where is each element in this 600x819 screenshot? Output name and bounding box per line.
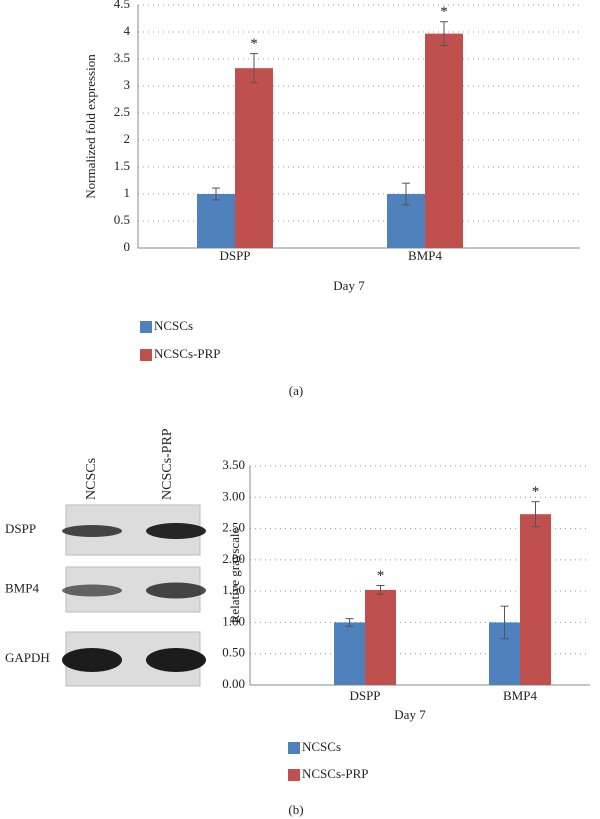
- blot-column-label: NCSCs-PRP: [160, 428, 175, 500]
- blot-band: [62, 584, 122, 597]
- y-tick-label: 3.5: [114, 50, 130, 65]
- error-bar: [250, 53, 258, 84]
- bar: [197, 194, 235, 248]
- panel-label: (a): [289, 383, 303, 398]
- legend-label: NCSCs-PRP: [302, 766, 368, 781]
- blot-band: [62, 525, 122, 537]
- y-tick-label: 4: [124, 23, 131, 38]
- legend-swatch: [140, 321, 152, 333]
- y-tick-label: 1.50: [222, 582, 245, 597]
- blot-band: [146, 648, 206, 672]
- error-bar: [531, 501, 540, 528]
- x-axis-label: Day 7: [394, 707, 426, 722]
- x-tick-label: DSPP: [349, 688, 380, 703]
- blot-band: [146, 582, 206, 599]
- y-tick-label: 1.00: [222, 613, 245, 628]
- bar: [520, 514, 551, 685]
- y-axis-label: Relative grayscale: [227, 527, 242, 623]
- blot-band: [62, 648, 122, 672]
- bar: [235, 68, 273, 249]
- legend-label: NCSCs-PRP: [154, 346, 220, 361]
- error-bar: [500, 605, 509, 640]
- y-tick-label: 0: [124, 239, 131, 254]
- legend-label: NCSCs: [302, 739, 341, 754]
- error-bar: [345, 618, 354, 627]
- significance-marker: *: [250, 36, 258, 52]
- y-tick-label: 2.5: [114, 104, 130, 119]
- x-tick-label: BMP4: [503, 688, 537, 703]
- y-tick-label: 0.00: [222, 676, 245, 691]
- y-tick-label: 1: [124, 185, 131, 200]
- y-tick-label: 4.5: [114, 0, 130, 11]
- error-bar: [212, 187, 220, 201]
- legend-swatch: [140, 349, 152, 361]
- y-tick-label: 3.50: [222, 457, 245, 472]
- bar: [425, 33, 463, 249]
- legend-swatch: [288, 742, 300, 754]
- significance-marker: *: [532, 484, 540, 500]
- legend-label: NCSCs: [154, 318, 193, 333]
- x-axis-label: Day 7: [333, 278, 365, 293]
- blot-column-label: NCSCs: [84, 458, 99, 500]
- y-tick-label: 0.50: [222, 645, 245, 660]
- significance-marker: *: [440, 4, 448, 20]
- significance-marker: *: [377, 568, 385, 584]
- y-axis-label: Normalized fold expression: [83, 54, 98, 199]
- blot-band: [146, 523, 206, 539]
- y-tick-label: 2.50: [222, 520, 245, 535]
- bar: [334, 622, 365, 685]
- blot-row-label: DSPP: [5, 521, 36, 536]
- y-tick-label: 2.00: [222, 551, 245, 566]
- error-bar: [376, 585, 385, 595]
- blot-row-label: BMP4: [5, 580, 39, 595]
- y-tick-label: 1.5: [114, 158, 130, 173]
- panel-label: (b): [288, 802, 303, 817]
- blot-row-label: GAPDH: [5, 650, 50, 665]
- y-tick-label: 2: [124, 131, 131, 146]
- error-bar: [402, 182, 410, 206]
- y-tick-label: 0.5: [114, 212, 130, 227]
- y-tick-label: 3: [124, 77, 131, 92]
- bar: [365, 589, 396, 685]
- legend-swatch: [288, 769, 300, 781]
- x-tick-label: BMP4: [408, 248, 442, 263]
- error-bar: [440, 21, 448, 46]
- x-tick-label: DSPP: [219, 248, 250, 263]
- y-tick-label: 3.00: [222, 488, 245, 503]
